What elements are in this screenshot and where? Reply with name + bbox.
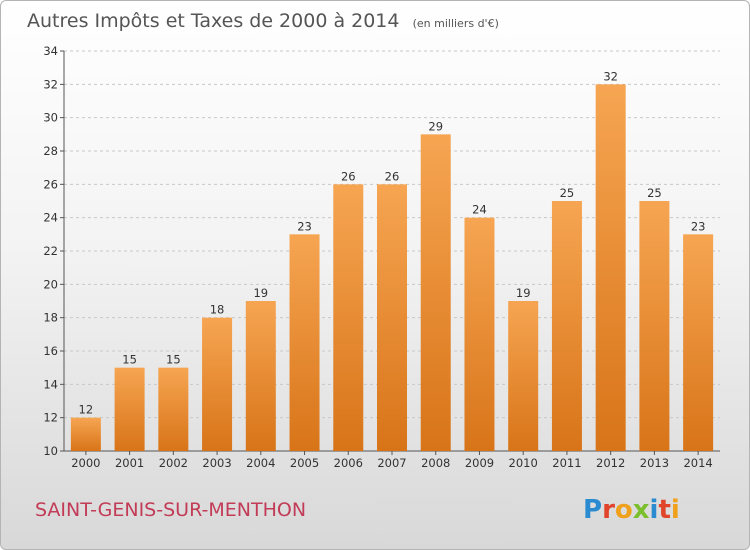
data-label-2011: 25 xyxy=(560,186,575,200)
x-tick-label-2010: 2010 xyxy=(509,456,538,470)
data-label-2003: 18 xyxy=(210,303,225,317)
bar-2003 xyxy=(202,317,233,451)
data-label-2012: 32 xyxy=(603,69,618,83)
x-tick-label-2005: 2005 xyxy=(290,456,319,470)
data-label-2004: 19 xyxy=(253,286,268,300)
bar-2008 xyxy=(420,134,451,452)
bar-2011 xyxy=(551,201,582,451)
bar-2009 xyxy=(464,217,495,451)
data-label-2008: 29 xyxy=(428,119,443,133)
bars xyxy=(70,84,714,452)
y-tick-label: 12 xyxy=(43,411,58,425)
data-label-2007: 26 xyxy=(385,169,400,183)
data-label-2013: 25 xyxy=(647,186,662,200)
y-tick-label: 30 xyxy=(43,111,58,125)
y-tick-label: 24 xyxy=(43,211,58,225)
x-tick-label-2001: 2001 xyxy=(115,456,144,470)
bar-2004 xyxy=(245,301,276,451)
y-tick-label: 26 xyxy=(43,177,58,191)
y-tick-label: 34 xyxy=(43,44,58,58)
x-tick-label-2012: 2012 xyxy=(596,456,625,470)
data-label-2000: 12 xyxy=(79,403,94,417)
x-tick-label-2002: 2002 xyxy=(159,456,188,470)
x-tick-label-2006: 2006 xyxy=(334,456,363,470)
proxiti-logo: Proxiti xyxy=(583,495,680,525)
bar-2010 xyxy=(508,301,539,451)
x-tick-label-2009: 2009 xyxy=(465,456,494,470)
data-label-2005: 23 xyxy=(297,219,312,233)
y-tick-label: 10 xyxy=(43,444,58,458)
data-label-2001: 15 xyxy=(122,353,137,367)
x-tick-label-2003: 2003 xyxy=(202,456,231,470)
chart-title: Autres Impôts et Taxes de 2000 à 2014 (e… xyxy=(27,10,499,32)
data-labels: 12 15 15 18 19 23 26 26 29 24 19 25 32 25 23 xyxy=(79,69,706,416)
data-label-2002: 15 xyxy=(166,353,181,367)
data-label-2006: 26 xyxy=(341,169,356,183)
y-tick-label: 16 xyxy=(43,344,58,358)
data-label-2014: 23 xyxy=(691,219,706,233)
chart-title-main: Autres Impôts et Taxes de 2000 à 2014 xyxy=(27,10,400,32)
bar-2002 xyxy=(158,367,189,451)
y-tick-label: 22 xyxy=(43,244,58,258)
x-tick-label-2007: 2007 xyxy=(377,456,406,470)
y-tick-label: 14 xyxy=(43,377,58,391)
bar-2012 xyxy=(595,84,626,451)
y-tick-label: 32 xyxy=(43,77,58,91)
x-tick-label-2008: 2008 xyxy=(421,456,450,470)
data-label-2009: 24 xyxy=(472,203,487,217)
bar-2014 xyxy=(683,234,714,451)
y-tick-label: 28 xyxy=(43,144,58,158)
bar-2013 xyxy=(639,201,670,451)
data-label-2010: 19 xyxy=(516,286,531,300)
commune-name: SAINT-GENIS-SUR-MENTHON xyxy=(35,499,306,521)
x-tick-label-2000: 2000 xyxy=(71,456,100,470)
x-tick-label-2013: 2013 xyxy=(640,456,669,470)
x-tick-label-2011: 2011 xyxy=(552,456,581,470)
x-tick-label-2014: 2014 xyxy=(683,456,712,470)
y-tick-label: 18 xyxy=(43,311,58,325)
chart-title-unit: (en milliers d'€) xyxy=(413,17,499,30)
bar-2005 xyxy=(289,234,320,451)
bar-2000 xyxy=(70,417,101,451)
bar-2007 xyxy=(377,184,407,452)
y-tick-label: 20 xyxy=(43,277,58,291)
x-tick-label-2004: 2004 xyxy=(246,456,275,470)
bar-2001 xyxy=(114,367,145,451)
bar-2006 xyxy=(333,184,364,452)
